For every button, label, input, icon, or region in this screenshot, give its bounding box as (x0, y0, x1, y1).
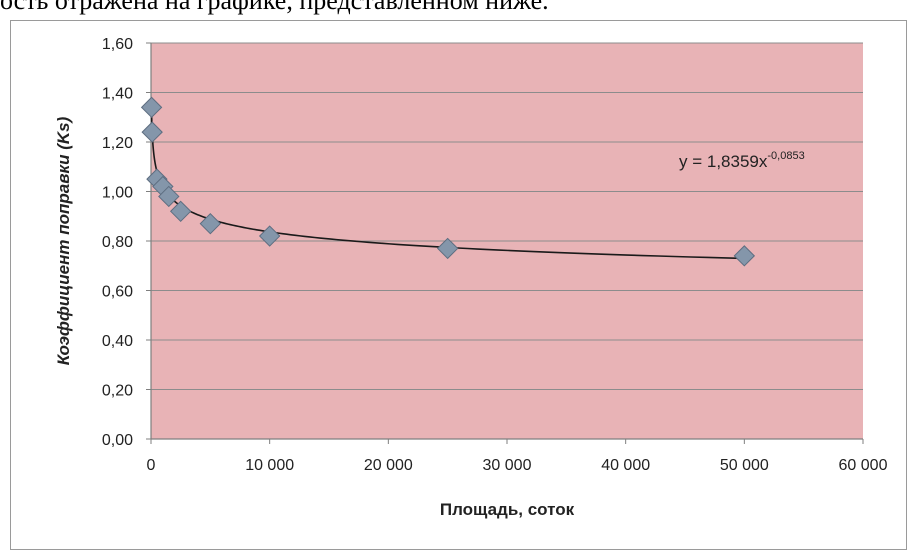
page-caption: ость отражена на графике, представленном… (0, 0, 549, 15)
x-tick-label: 10 000 (245, 457, 294, 474)
x-tick-label: 40 000 (601, 457, 650, 474)
y-tick-label: 0,80 (102, 234, 133, 251)
data-point (436, 237, 459, 260)
x-tick-label: 60 000 (839, 457, 888, 474)
x-tick-labels: 0 10 000 20 000 30 000 40 000 50 000 60 000 (147, 457, 888, 474)
y-tick-label: 1,60 (102, 36, 133, 53)
trendline-equation: y = 1,8359x-0,0853 (679, 150, 805, 171)
y-tick-label: 0,20 (102, 383, 133, 400)
x-tick-label: 30 000 (483, 457, 532, 474)
x-tick-label: 50 000 (720, 457, 769, 474)
chart-frame: 0,00 0,20 0,40 0,60 0,80 1,00 1,20 1,40 1,60 0 10… (10, 20, 907, 550)
trendline-equation-exponent: -0,0853 (767, 150, 804, 162)
chart-svg: 0,00 0,20 0,40 0,60 0,80 1,00 1,20 1,40 1,60 0 10… (54, 36, 888, 519)
y-tick-label: 1,20 (102, 135, 133, 152)
x-tick-label: 0 (147, 457, 156, 474)
trendline-equation-base: y = 1,8359x (679, 152, 768, 171)
x-tick-label: 20 000 (364, 457, 413, 474)
y-tick-label: 1,00 (102, 185, 133, 202)
data-point (140, 96, 163, 119)
data-points (140, 96, 756, 267)
y-axis-title: Коэффициент поправки (Ks) (54, 116, 73, 365)
x-axis-title: Площадь, соток (440, 500, 575, 519)
y-tick-label: 0,00 (102, 432, 133, 449)
data-point (199, 212, 222, 235)
data-point (258, 225, 281, 247)
y-tick-labels: 0,00 0,20 0,40 0,60 0,80 1,00 1,20 1,40 1,60 (102, 36, 133, 449)
data-point (141, 121, 163, 143)
data-point (169, 200, 192, 223)
data-point (733, 245, 756, 267)
data-point (158, 185, 180, 208)
y-tick-label: 0,60 (102, 284, 133, 301)
y-tick-label: 1,40 (102, 86, 133, 103)
y-tick-label: 0,40 (102, 333, 133, 350)
